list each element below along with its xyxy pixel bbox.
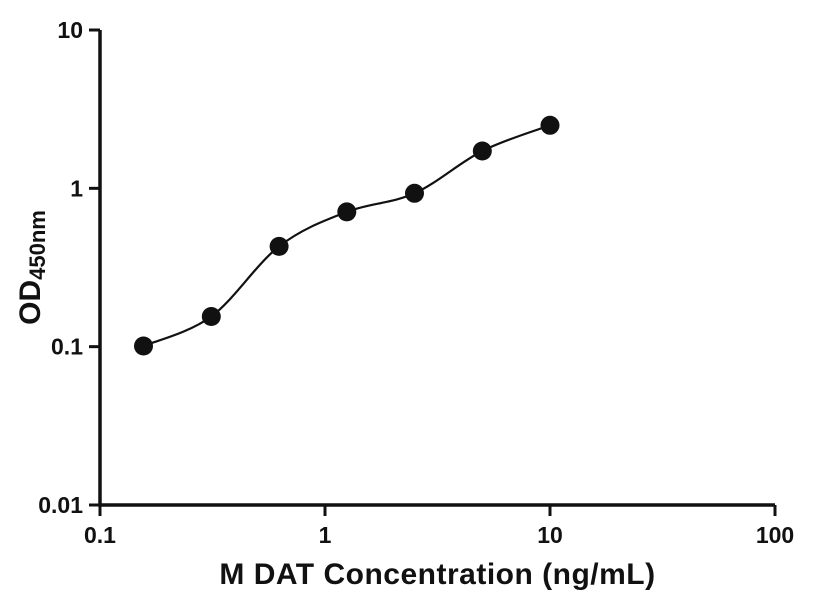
data-point (472, 141, 492, 161)
y-axis-title-main: OD (13, 279, 47, 325)
data-point (540, 115, 560, 135)
y-axis-title-subscript: 450nm (24, 210, 50, 280)
y-tick-label: 0.01 (38, 492, 83, 518)
data-point (201, 307, 221, 326)
data-point (269, 236, 289, 256)
x-tick-label: 1 (319, 522, 332, 548)
y-tick-label: 1 (70, 175, 83, 201)
y-tick-label: 0.1 (51, 334, 83, 360)
data-point (134, 336, 153, 356)
axes-spine (98, 30, 775, 507)
x-axis-title: M DAT Concentration (ng/mL) (219, 558, 656, 591)
data-point (337, 202, 357, 222)
x-tick-label: 0.1 (84, 522, 116, 548)
y-tick-label: 10 (57, 17, 83, 43)
data-point (405, 183, 424, 203)
y-axis-title-container: OD450nm (2, 0, 62, 535)
x-tick-label: 100 (756, 522, 794, 548)
x-tick-label: 10 (537, 522, 563, 548)
y-axis-title: OD450nm (14, 210, 51, 325)
